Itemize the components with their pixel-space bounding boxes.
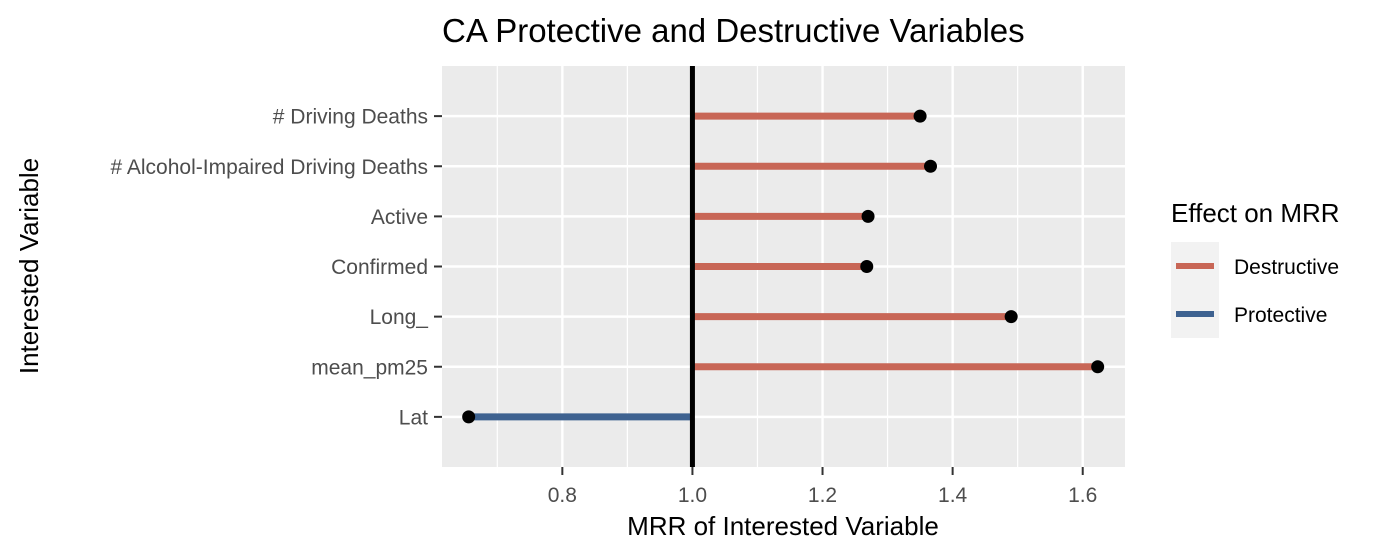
y-tick-label: mean_pm25 (311, 356, 428, 379)
legend-label-protective: Protective (1234, 304, 1327, 327)
chart-title: CA Protective and Destructive Variables (442, 12, 1025, 49)
data-point (861, 209, 875, 223)
x-axis-title: MRR of Interested Variable (627, 511, 939, 541)
y-tick-label: # Driving Deaths (273, 106, 428, 129)
lollipop-points (462, 109, 1105, 424)
data-point (1091, 360, 1105, 374)
data-point (860, 260, 874, 273)
y-tick-label: Active (371, 206, 428, 229)
legend-key-background (1171, 242, 1219, 338)
x-axis: 0.8 1.0 1.2 1.4 1.6 (548, 467, 1097, 507)
y-tick-label: Lat (399, 406, 428, 429)
legend-label-destructive: Destructive (1234, 256, 1339, 279)
data-point (913, 109, 927, 123)
y-tick-label: # Alcohol-Impaired Driving Deaths (111, 156, 428, 179)
x-tick-label: 1.0 (678, 484, 707, 507)
y-tick-label: Long_ (370, 306, 429, 329)
lollipop-stems (468, 112, 1098, 421)
y-axis: # Driving Deaths # Alcohol-Impaired Drivi… (111, 106, 442, 429)
legend-title: Effect on MRR (1171, 198, 1340, 228)
data-point (924, 159, 938, 173)
data-point (1004, 310, 1018, 324)
y-axis-title: Interested Variable (14, 158, 44, 374)
data-point (462, 410, 476, 424)
x-tick-label: 0.8 (548, 484, 577, 507)
legend: Effect on MRR Destructive Protective (1171, 198, 1340, 338)
x-tick-label: 1.6 (1068, 484, 1097, 507)
x-tick-label: 1.4 (938, 484, 968, 507)
y-tick-label: Confirmed (331, 256, 428, 279)
x-tick-label: 1.2 (808, 484, 837, 507)
